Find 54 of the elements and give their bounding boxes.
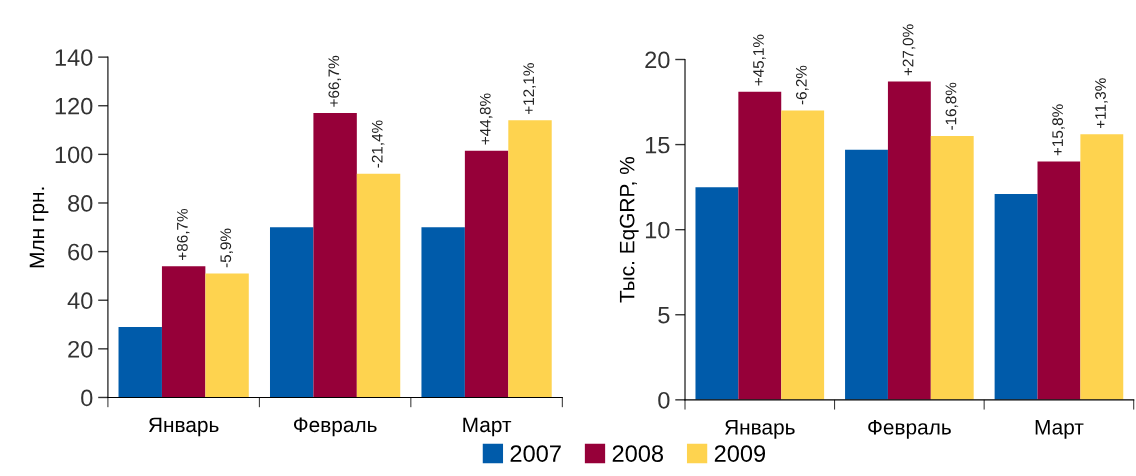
annotation: +15,8% bbox=[1052, 104, 1065, 156]
bar bbox=[161, 266, 206, 398]
legend-label: 2007 bbox=[510, 445, 561, 462]
y-tick-label: 120 bbox=[55, 97, 93, 115]
bar bbox=[269, 227, 314, 398]
y-tick-label: 140 bbox=[55, 49, 93, 66]
y-tick-label: 0 bbox=[81, 389, 93, 407]
bar bbox=[781, 110, 825, 400]
y-tick-label: 80 bbox=[68, 195, 93, 212]
annotation: +44,8% bbox=[479, 93, 493, 145]
x-tick-label: Март bbox=[1035, 420, 1084, 439]
legend-label: 2009 bbox=[714, 445, 766, 462]
x-tick-label: Февраль bbox=[293, 417, 377, 437]
bar bbox=[994, 193, 1038, 400]
annotation: +11,3% bbox=[1095, 78, 1108, 129]
bar bbox=[845, 149, 888, 400]
y-tick-label: 5 bbox=[658, 307, 670, 324]
annotation: -6,2% bbox=[795, 65, 809, 105]
y-tick-label: 60 bbox=[68, 243, 93, 261]
y-tick-label: 15 bbox=[645, 136, 670, 154]
bar bbox=[118, 326, 162, 398]
annotation: -5,9% bbox=[220, 228, 233, 268]
legend-label: 2008 bbox=[612, 445, 664, 462]
bar bbox=[205, 273, 249, 398]
annotation: -21,4% bbox=[371, 120, 385, 168]
annotation: -16,8% bbox=[945, 82, 959, 130]
x-tick-label: Январь bbox=[148, 417, 219, 437]
bar bbox=[508, 120, 552, 398]
bar bbox=[1080, 134, 1124, 400]
y-tick-label: 10 bbox=[645, 221, 670, 239]
bar bbox=[738, 91, 782, 400]
bar bbox=[356, 173, 401, 398]
bar bbox=[930, 136, 974, 400]
bar bbox=[887, 81, 931, 400]
y-axis-title: Млн грн. bbox=[29, 187, 49, 268]
annotation: +12,1% bbox=[523, 63, 536, 115]
bar bbox=[1037, 161, 1081, 400]
x-tick-label: Январь bbox=[725, 420, 795, 439]
x-tick-label: Март bbox=[463, 417, 512, 437]
bar bbox=[695, 187, 739, 400]
y-axis-title: Тыс. EqGRP, % bbox=[619, 157, 639, 303]
bar bbox=[313, 113, 357, 398]
annotation: +27,0% bbox=[902, 24, 916, 76]
bar bbox=[464, 150, 509, 398]
y-tick-label: 0 bbox=[658, 391, 670, 409]
y-tick-label: 20 bbox=[68, 340, 93, 358]
annotation: +66,7% bbox=[328, 55, 342, 107]
bar bbox=[421, 227, 465, 398]
annotation: +86,7% bbox=[176, 208, 190, 260]
y-tick-label: 40 bbox=[67, 292, 93, 310]
y-tick-label: 100 bbox=[55, 146, 93, 164]
x-tick-label: Февраль bbox=[868, 419, 951, 439]
y-tick-label: 20 bbox=[645, 51, 670, 69]
annotation: +45,1% bbox=[753, 34, 766, 86]
